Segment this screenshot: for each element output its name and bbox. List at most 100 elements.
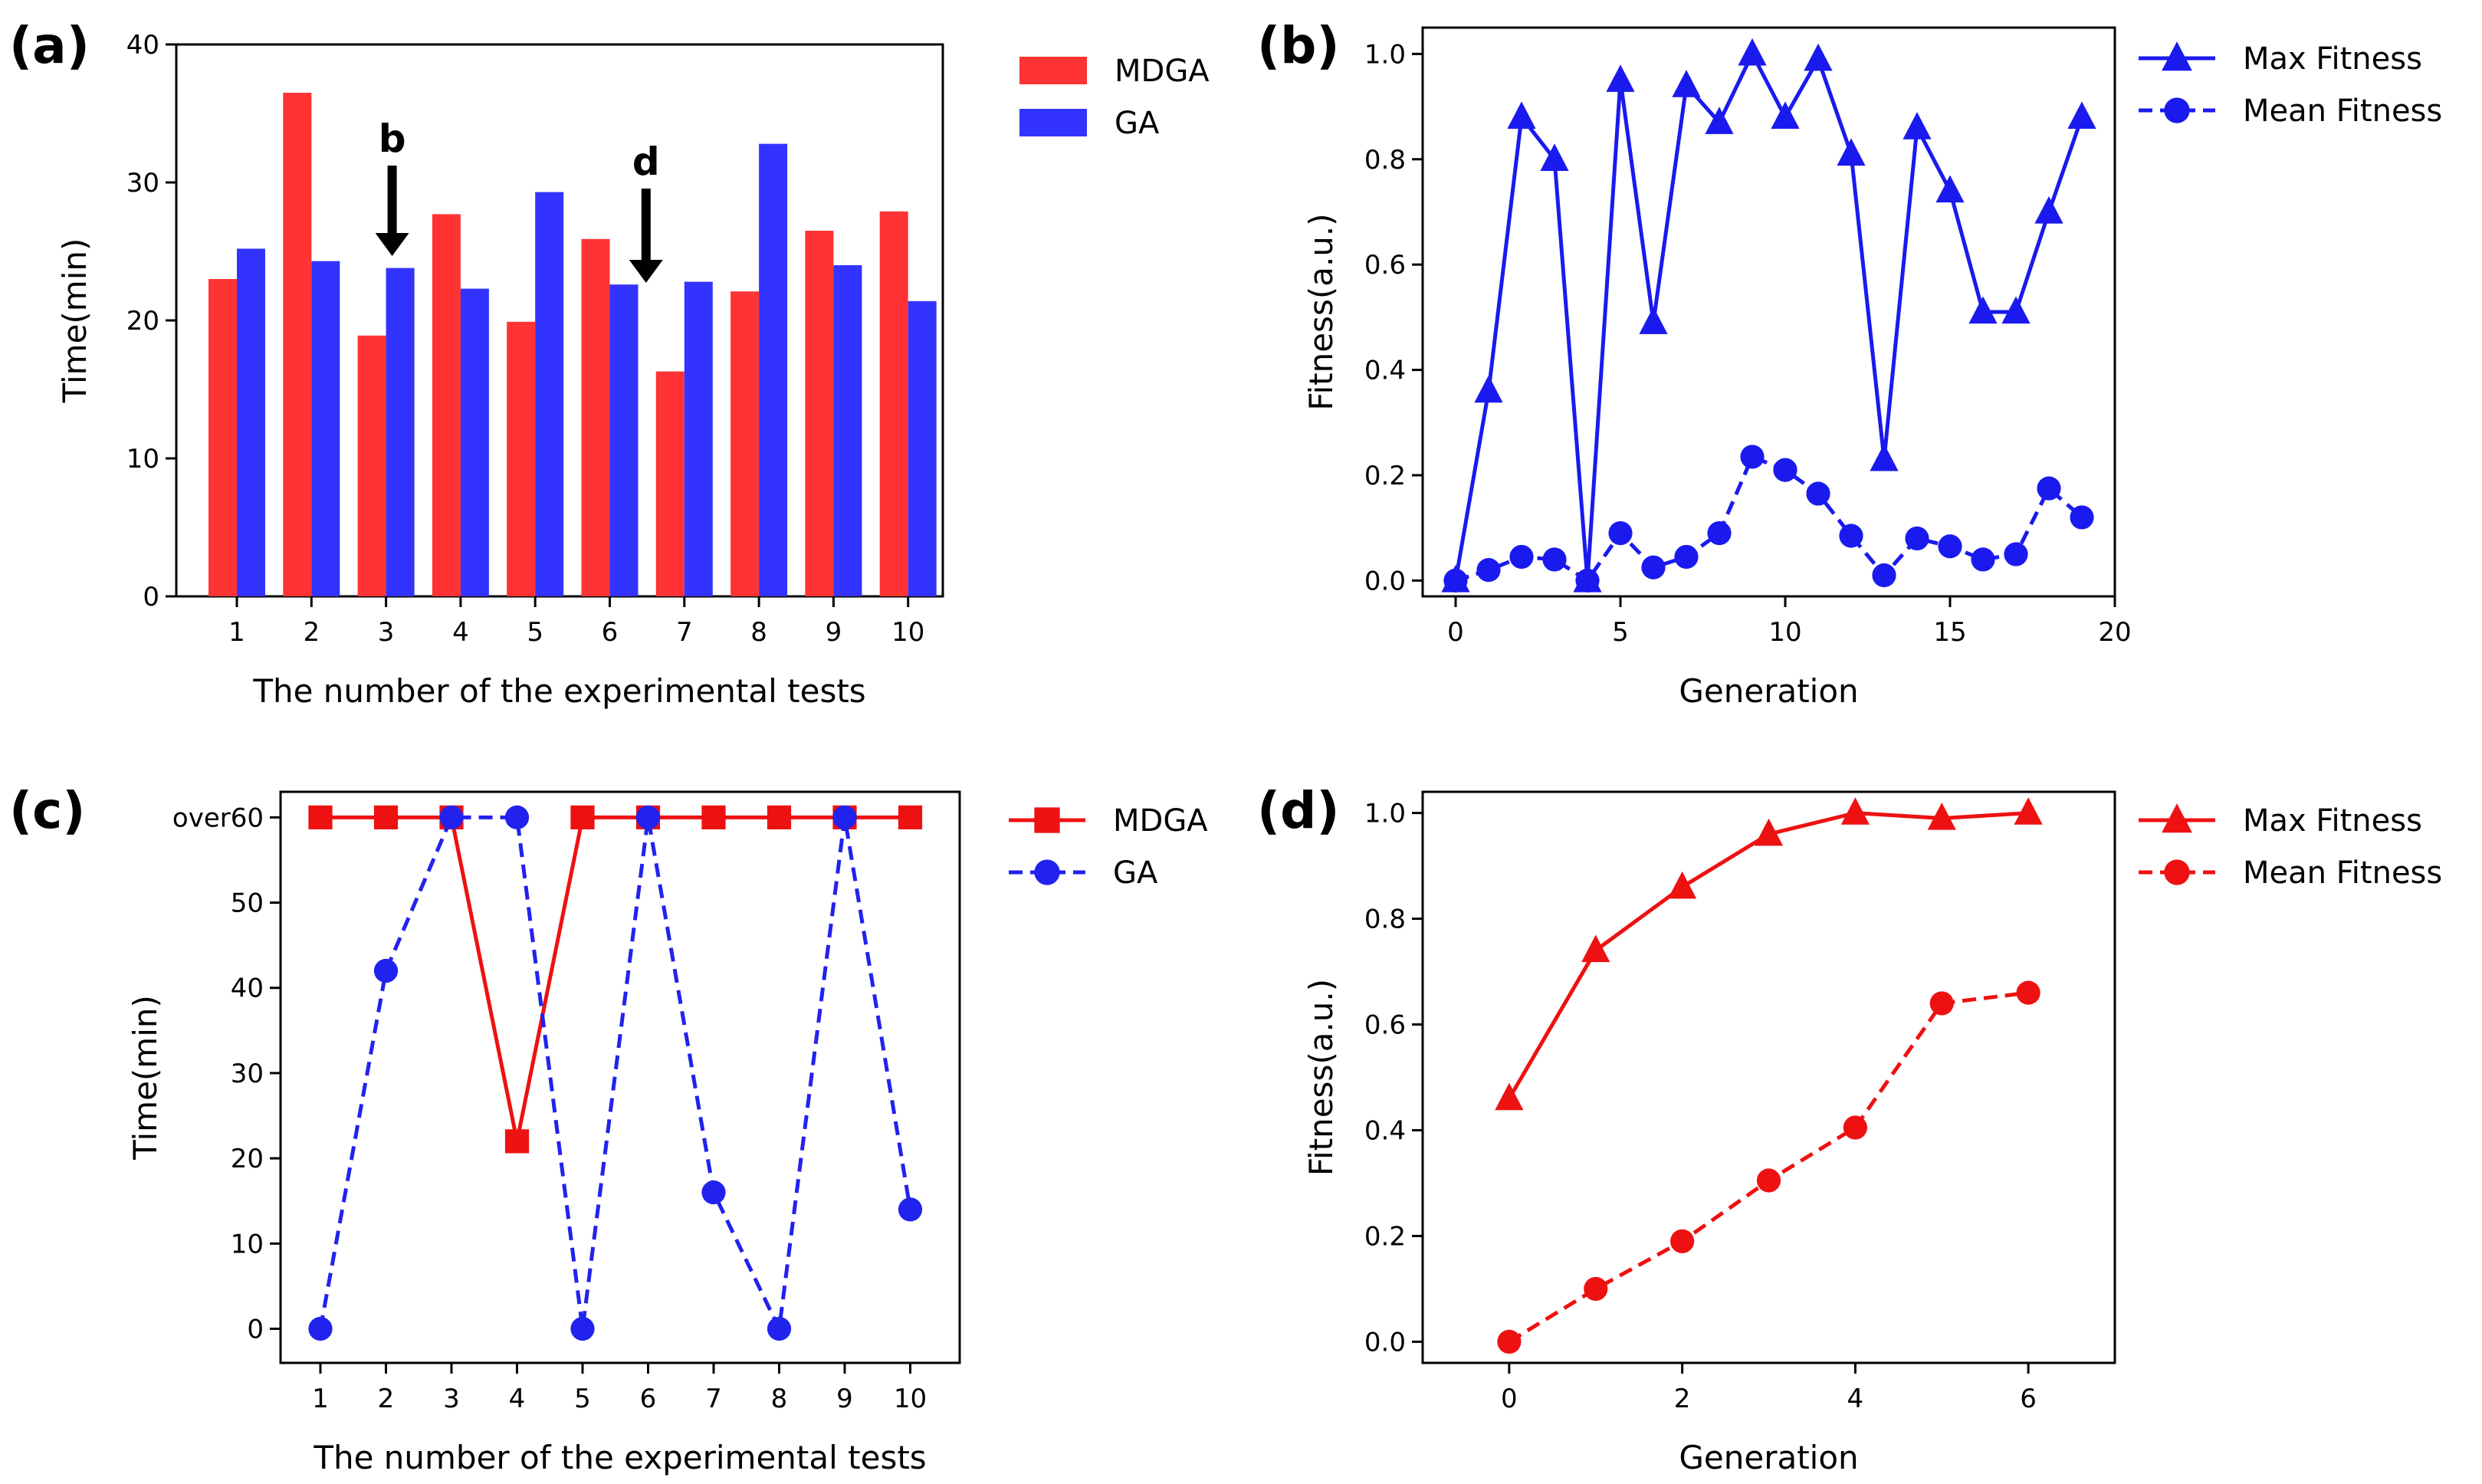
plot-frame-c: [279, 790, 961, 1364]
point-ga-5: [635, 805, 661, 829]
point-max-fitness-17: [2001, 296, 2031, 324]
point-max-fitness-4: [1840, 797, 1870, 825]
point-ga-6: [701, 1180, 726, 1205]
y-tick-label: 50: [231, 888, 264, 919]
point-max-fitness-3: [1540, 143, 1569, 171]
point-mean-fitness-0: [1443, 568, 1468, 593]
point-max-fitness-18: [2034, 196, 2063, 224]
y-axis-label: Fitness(a.u.): [1302, 979, 1340, 1176]
point-max-fitness-5: [1927, 803, 1956, 830]
legend-marker: [2162, 41, 2192, 71]
annotation-label: b: [379, 117, 406, 161]
panel-label: (a): [9, 16, 90, 75]
series-line-mdga: [320, 815, 911, 1144]
point-mean-fitness-11: [1806, 481, 1830, 506]
point-mdga-4: [570, 805, 595, 829]
x-tick-label: 7: [676, 617, 693, 648]
point-mean-fitness-13: [1872, 563, 1896, 588]
point-mean-fitness-6: [1641, 555, 1666, 579]
x-tick-label: 3: [443, 1384, 460, 1414]
annotation-label: d: [632, 140, 660, 184]
bar-ga-1: [237, 248, 265, 596]
bar-mdga-4: [432, 214, 461, 596]
legend-label: Mean Fitness: [2243, 855, 2442, 891]
x-tick-label: 4: [1847, 1384, 1864, 1414]
x-axis-label: Generation: [1679, 1439, 1858, 1476]
bar-mdga-6: [581, 238, 610, 596]
point-mean-fitness-8: [1707, 520, 1732, 546]
bar-mdga-5: [507, 321, 536, 596]
point-max-fitness-7: [1672, 70, 1701, 97]
legend-swatch-mdga: [1019, 57, 1087, 84]
bar-ga-4: [460, 288, 489, 596]
point-mean-fitness-12: [1839, 524, 1863, 548]
point-max-fitness-6: [2014, 797, 2043, 825]
point-max-fitness-9: [1738, 38, 1767, 66]
point-max-fitness-12: [1837, 138, 1866, 166]
x-tick-label: 20: [2098, 617, 2131, 648]
point-mean-fitness-1: [1584, 1276, 1608, 1302]
bar-ga-5: [535, 192, 564, 597]
y-tick-label: 10: [126, 444, 159, 474]
point-max-fitness-1: [1474, 375, 1503, 403]
legend-marker: [2164, 859, 2190, 885]
bar-ga-10: [908, 300, 937, 596]
point-ga-1: [373, 958, 399, 983]
point-mean-fitness-19: [2070, 505, 2094, 530]
point-mean-fitness-5: [1929, 991, 1954, 1016]
y-tick-label: 0.6: [1364, 250, 1406, 281]
y-tick-label: 0.4: [1364, 356, 1406, 386]
point-mean-fitness-10: [1773, 458, 1797, 482]
x-axis-label: The number of the experimental tests: [252, 672, 865, 710]
bar-mdga-2: [283, 93, 312, 596]
point-mean-fitness-9: [1740, 445, 1765, 469]
bar-mdga-1: [208, 279, 237, 596]
series-line-max-fitness: [1453, 51, 2084, 583]
panel-label: (c): [9, 781, 85, 840]
point-mdga-6: [701, 805, 726, 829]
point-max-fitness-14: [1903, 112, 1932, 140]
x-tick-label: 5: [527, 617, 543, 648]
y-axis-label: Fitness(a.u.): [1302, 213, 1340, 410]
point-max-fitness-8: [1705, 107, 1734, 134]
annotation-arrow-head: [375, 233, 409, 256]
x-axis-label: Generation: [1679, 672, 1858, 710]
point-mean-fitness-3: [1756, 1168, 1781, 1193]
y-tick-label: 0.6: [1364, 1010, 1406, 1041]
point-max-fitness-5: [1606, 64, 1635, 92]
x-tick-label: 9: [836, 1384, 853, 1414]
legend-label: GA: [1115, 106, 1160, 141]
point-ga-3: [504, 805, 530, 829]
point-max-fitness-1: [1581, 934, 1610, 963]
y-tick-label: 1.0: [1364, 39, 1406, 70]
legend-marker: [1034, 807, 1060, 833]
point-mean-fitness-5: [1608, 520, 1633, 546]
y-tick-label: 10: [231, 1229, 264, 1259]
point-mean-fitness-7: [1674, 544, 1699, 570]
x-tick-label: 10: [891, 617, 924, 648]
panel-label: (b): [1257, 16, 1340, 75]
y-tick-label: 0: [143, 582, 159, 612]
y-tick-label: 0.0: [1364, 566, 1406, 596]
point-max-fitness-0: [1495, 1082, 1524, 1111]
point-ga-8: [832, 805, 857, 829]
y-tick-label: 0.2: [1364, 461, 1406, 491]
x-tick-label: 6: [2020, 1384, 2037, 1414]
y-tick-label: 0: [247, 1315, 264, 1345]
legend-marker: [1034, 859, 1060, 885]
bar-ga-8: [759, 143, 788, 597]
legend-label: MDGA: [1115, 54, 1210, 89]
y-tick-label: 20: [126, 306, 159, 337]
point-max-fitness-19: [2067, 101, 2096, 129]
point-max-fitness-2: [1507, 101, 1536, 129]
x-tick-label: 4: [452, 617, 469, 648]
y-tick-label: 0.2: [1364, 1221, 1406, 1252]
point-ga-4: [570, 1316, 595, 1341]
point-max-fitness-10: [1771, 101, 1800, 129]
point-mean-fitness-14: [1905, 526, 1929, 551]
point-mean-fitness-0: [1497, 1329, 1522, 1354]
y-tick-label: 0.8: [1364, 905, 1406, 935]
bar-mdga-10: [879, 211, 908, 596]
y-tick-label: over60: [172, 803, 264, 833]
